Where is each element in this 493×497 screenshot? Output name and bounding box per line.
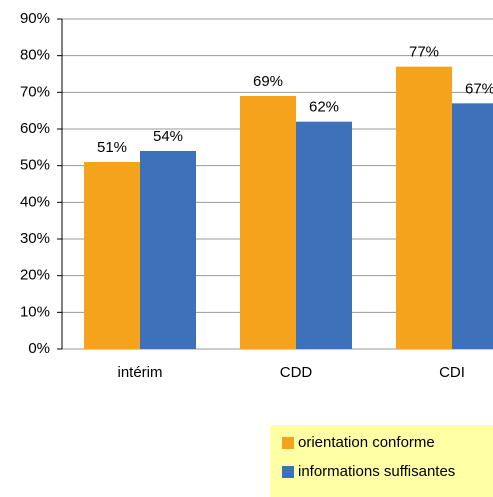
- bar: [140, 151, 196, 349]
- y-tick-label: 90%: [20, 10, 50, 27]
- value-label: 51%: [97, 139, 127, 156]
- x-tick-label: CDI: [439, 364, 465, 381]
- legend-label: orientation conforme: [298, 434, 435, 451]
- bar: [240, 96, 296, 349]
- legend-label: informations suffisantes: [298, 463, 455, 480]
- bar: [84, 162, 140, 349]
- y-tick-label: 40%: [20, 193, 50, 210]
- bar: [452, 103, 493, 349]
- value-label: 67%: [465, 80, 493, 97]
- y-tick-label: 60%: [20, 120, 50, 137]
- bar: [396, 66, 452, 350]
- y-tick-label: 30%: [20, 230, 50, 247]
- legend-box: [270, 425, 493, 497]
- value-label: 62%: [309, 99, 339, 116]
- value-label: 54%: [153, 128, 183, 145]
- bar: [296, 121, 352, 350]
- legend-swatch: [282, 437, 294, 449]
- y-tick-label: 20%: [20, 267, 50, 284]
- y-tick-label: 70%: [20, 83, 50, 100]
- x-tick-label: intérim: [117, 364, 162, 381]
- y-tick-label: 80%: [20, 47, 50, 64]
- y-tick-label: 10%: [20, 303, 50, 320]
- y-tick-label: 50%: [20, 157, 50, 174]
- y-tick-label: 0%: [28, 340, 50, 357]
- x-tick-label: CDD: [280, 364, 313, 381]
- value-label: 77%: [409, 44, 439, 61]
- legend-swatch: [282, 466, 294, 478]
- value-label: 69%: [253, 73, 283, 90]
